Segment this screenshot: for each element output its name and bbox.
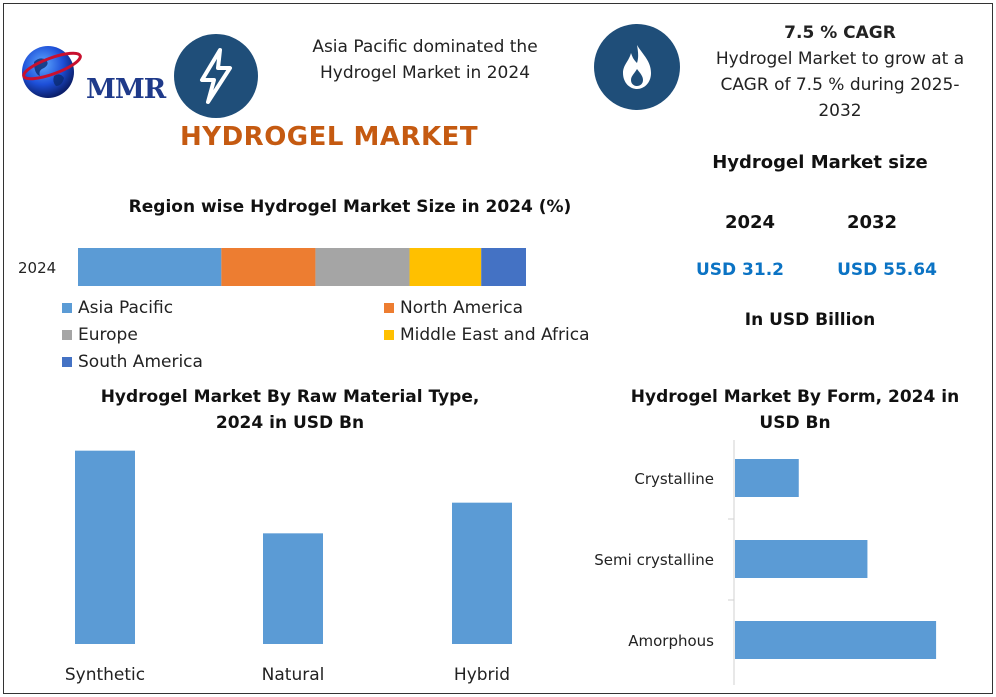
legend-swatch	[62, 303, 72, 313]
market-size-year-2032: 2032	[846, 212, 898, 233]
cagr-line-1: Hydrogel Market to grow at a	[715, 49, 965, 69]
legend-label: Europe	[78, 325, 138, 345]
raw-material-title-line-2: 2024 in USD Bn	[215, 413, 365, 433]
market-size-year-2024: 2024	[724, 212, 776, 233]
lightning-icon	[200, 48, 232, 104]
raw-material-bar-1	[263, 533, 323, 644]
region-segment-3	[409, 248, 482, 286]
legend-label: North America	[400, 298, 524, 318]
form-label-0: Crystalline	[634, 470, 714, 488]
form-chart: Crystalline Semi crystalline Amorphous	[594, 440, 937, 685]
cagr-line-2: CAGR of 7.5 % during 2025-	[720, 75, 960, 95]
region-legend: Asia Pacific North America Europe Middle…	[62, 298, 622, 378]
cagr-block: 7.5 % CAGR Hydrogel Market to grow at a …	[700, 20, 980, 124]
legend-label: South America	[78, 352, 203, 372]
form-bar-0	[735, 459, 799, 497]
region-chart-title: Region wise Hydrogel Market Size in 2024…	[128, 197, 572, 217]
region-segment-4	[481, 248, 526, 286]
region-chart: 2024	[18, 248, 526, 286]
lightning-badge	[174, 34, 258, 118]
legend-swatch	[384, 330, 394, 340]
headline: Asia Pacific dominated the Hydrogel Mark…	[290, 34, 560, 86]
region-segment-0	[78, 248, 222, 286]
main-title: HYDROGEL MARKET	[180, 122, 479, 152]
form-label-1: Semi crystalline	[594, 551, 714, 569]
logo-text: MMR	[86, 74, 166, 105]
form-bar-1	[735, 540, 868, 578]
globe-icon	[22, 46, 82, 98]
headline-line-1: Asia Pacific dominated the	[312, 37, 538, 57]
legend-label: Asia Pacific	[78, 298, 174, 318]
form-title-line-2: USD Bn	[759, 413, 831, 433]
headline-line-2: Hydrogel Market in 2024	[319, 63, 531, 83]
legend-label: Middle East and Africa	[400, 325, 590, 345]
legend-item-north-america: North America	[384, 298, 523, 318]
raw-material-chart-title: Hydrogel Market By Raw Material Type, 20…	[40, 384, 540, 436]
form-bar-2	[735, 621, 937, 659]
flame-badge	[594, 24, 680, 110]
legend-item-middle-east-africa: Middle East and Africa	[384, 325, 590, 345]
flame-icon	[623, 45, 651, 89]
category-label: 2024	[18, 259, 56, 277]
raw-material-label-1: Natural	[262, 665, 325, 685]
raw-material-label-0: Synthetic	[65, 665, 145, 685]
logo: MMR	[14, 36, 174, 106]
raw-material-title-line-1: Hydrogel Market By Raw Material Type,	[100, 387, 480, 407]
region-segment-1	[221, 248, 316, 286]
market-size-value-2032: USD 55.64	[837, 260, 937, 280]
infographic-frame	[3, 3, 993, 694]
cagr-title: 7.5 % CAGR	[784, 23, 896, 43]
raw-material-bar-2	[452, 502, 512, 644]
cagr-line-3: 2032	[818, 101, 862, 121]
legend-item-asia-pacific: Asia Pacific	[62, 298, 173, 318]
market-size-unit: In USD Billion	[744, 310, 876, 330]
form-chart-title: Hydrogel Market By Form, 2024 in USD Bn	[610, 384, 980, 436]
form-title-line-1: Hydrogel Market By Form, 2024 in	[630, 387, 960, 407]
legend-item-europe: Europe	[62, 325, 138, 345]
form-label-2: Amorphous	[628, 632, 714, 650]
raw-material-bar-0	[75, 450, 135, 644]
market-size-title: Hydrogel Market size	[712, 152, 928, 173]
legend-item-south-america: South America	[62, 352, 203, 372]
legend-swatch	[62, 330, 72, 340]
raw-material-label-2: Hybrid	[454, 665, 510, 685]
legend-swatch	[62, 357, 72, 367]
legend-swatch	[384, 303, 394, 313]
market-size-value-2024: USD 31.2	[695, 260, 785, 280]
region-segment-2	[315, 248, 410, 286]
raw-material-chart: Synthetic Natural Hybrid	[65, 450, 512, 685]
